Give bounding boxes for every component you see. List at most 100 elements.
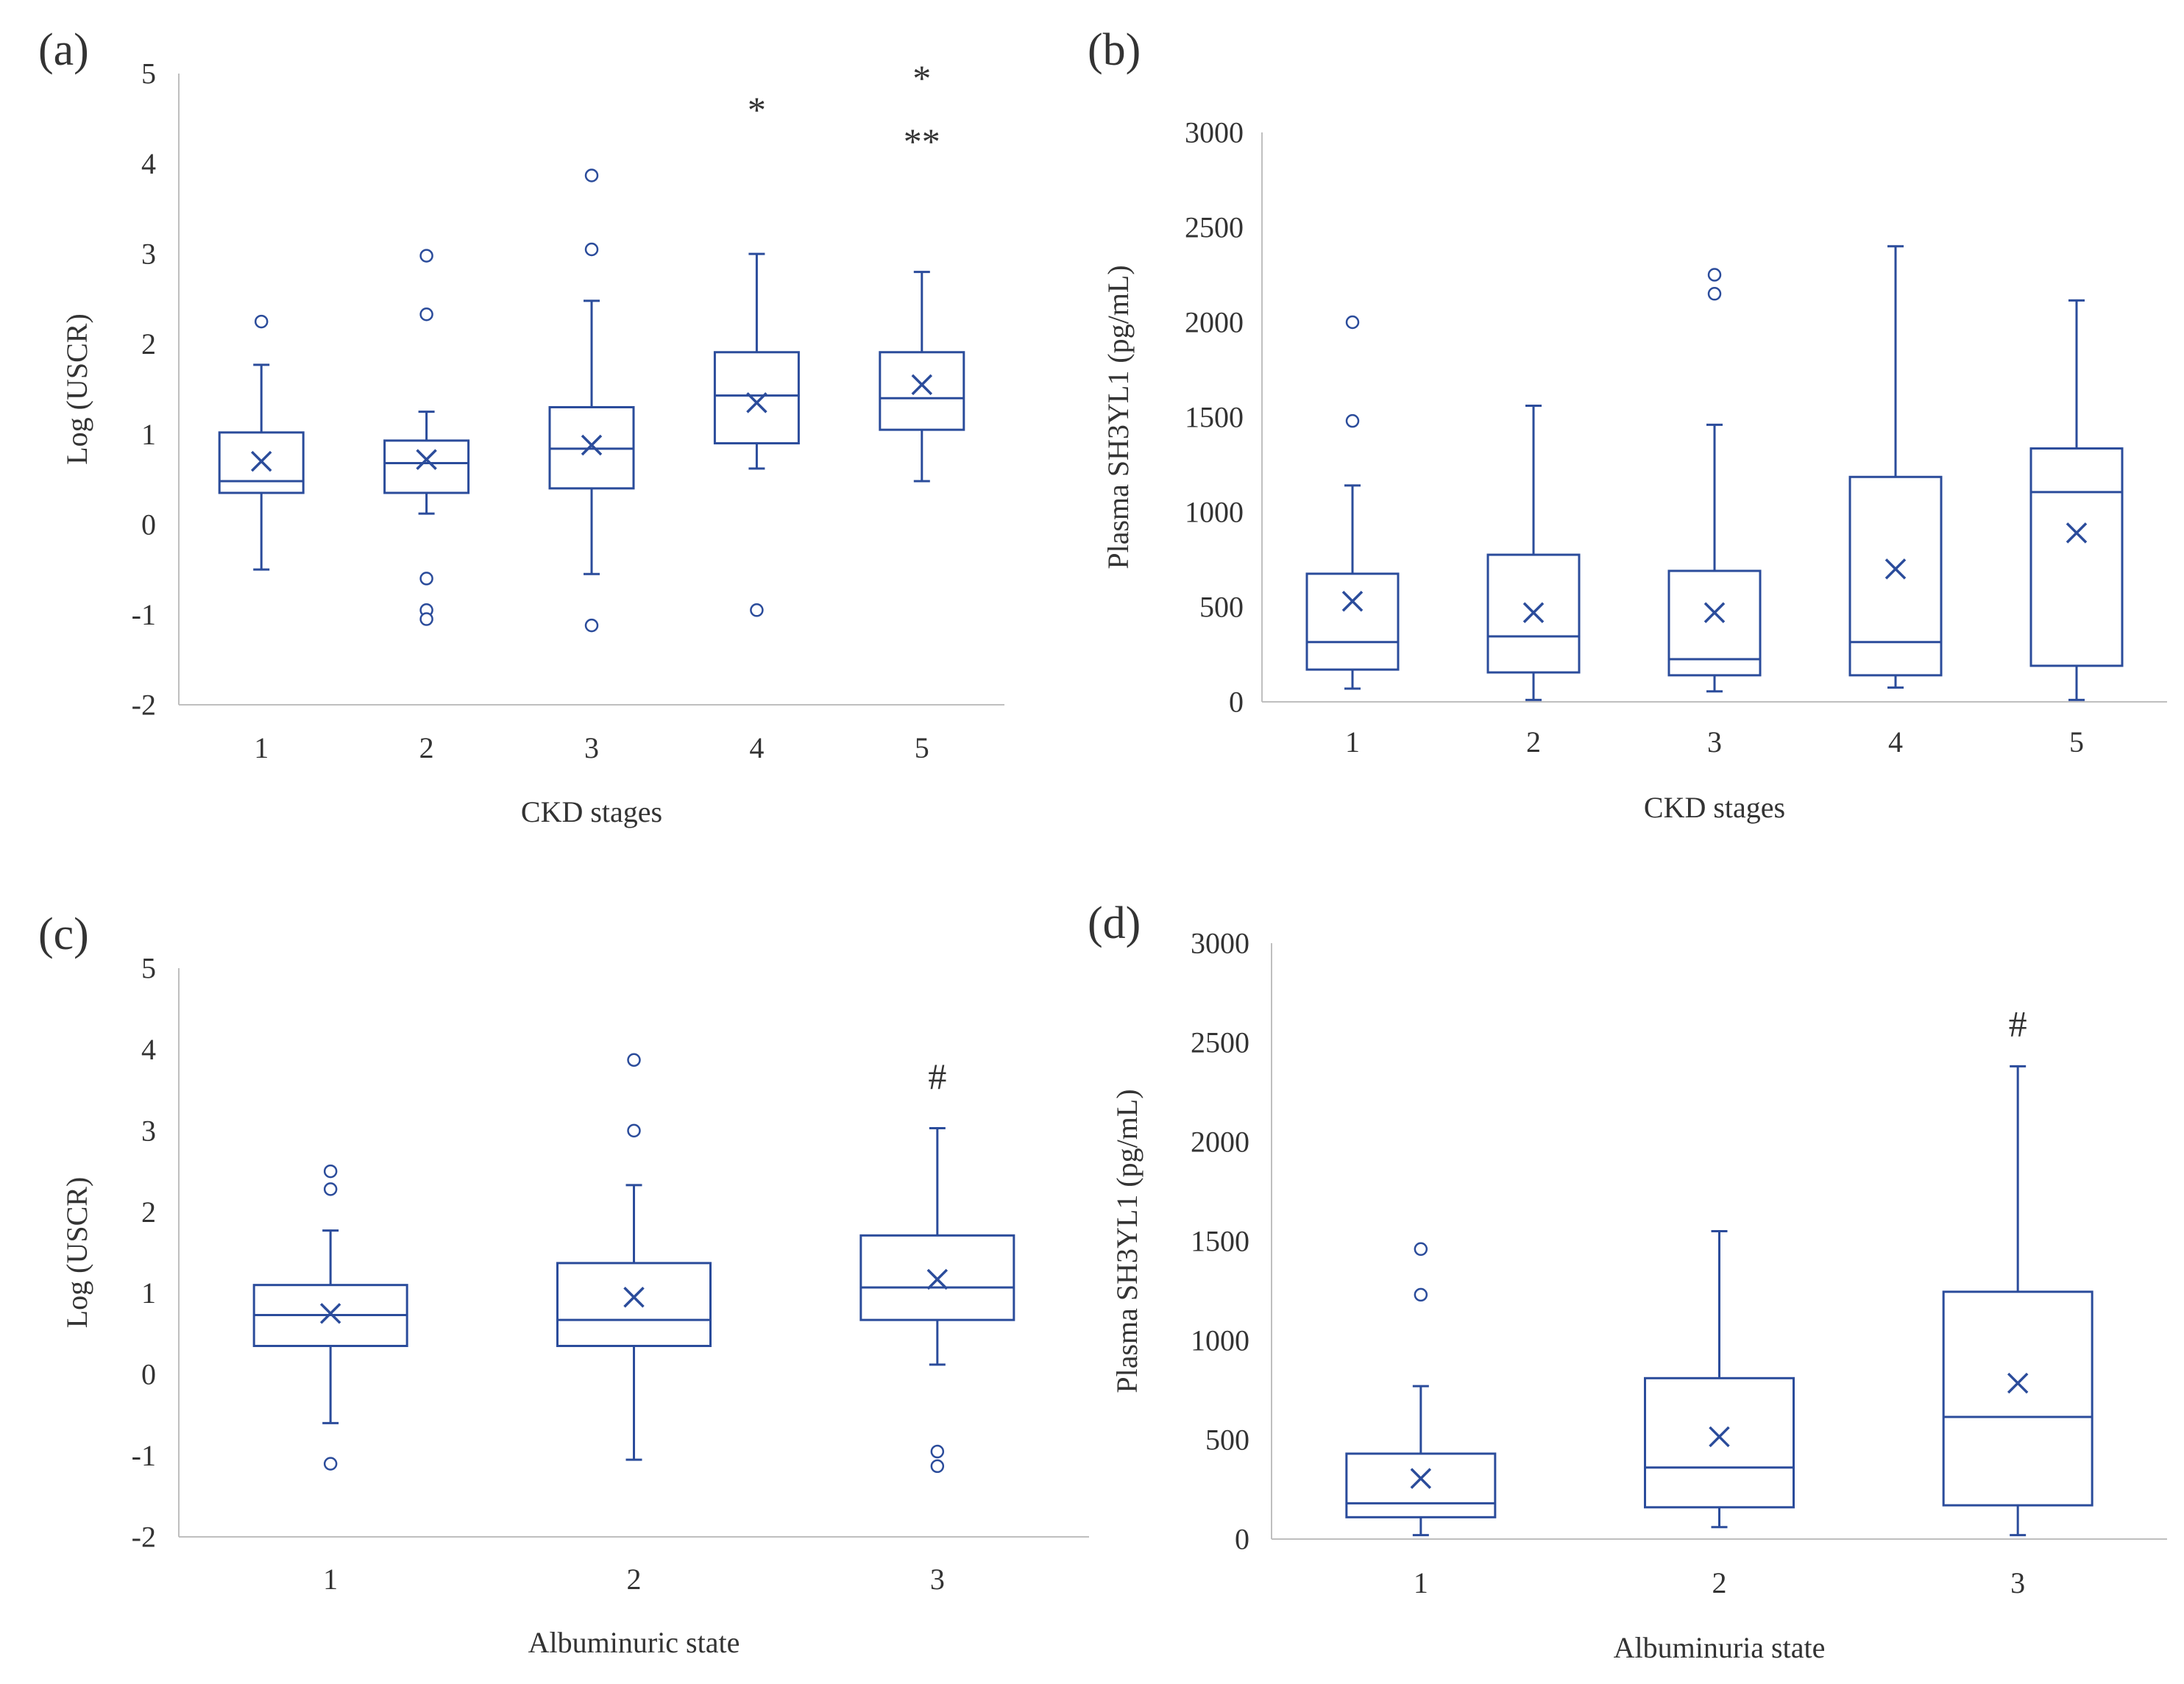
panel-d-box bbox=[1345, 1452, 1497, 1518]
panel-d-significance-mark: # bbox=[2009, 1003, 2027, 1044]
panel-c-y-tick-label: -1 bbox=[132, 1439, 156, 1472]
panel-c-mean-marker bbox=[623, 1287, 645, 1308]
panel-d-y-axis-title: Plasma SH3YL1 (pg/mL) bbox=[1110, 1089, 1144, 1393]
panel-d-mean-marker bbox=[1709, 1426, 1730, 1448]
panel-b-outlier bbox=[1345, 413, 1360, 428]
panel-c-y-tick-label: 2 bbox=[141, 1196, 156, 1229]
panel-a-mean-marker bbox=[416, 449, 437, 470]
panel-a-box bbox=[713, 351, 800, 445]
panel-c-x-tick-label: 3 bbox=[930, 1563, 945, 1596]
panel-a-mean-marker bbox=[581, 434, 603, 456]
panel-d-outlier bbox=[1414, 1242, 1428, 1257]
panel-c-outlier bbox=[627, 1053, 641, 1067]
panel-b-y-tick-label: 2500 bbox=[1185, 211, 1244, 244]
panel-a-y-axis-title: Log (USCR) bbox=[60, 313, 93, 465]
panel-b-mean-marker bbox=[1341, 591, 1364, 612]
panel-a-x-tick-label: 1 bbox=[254, 731, 269, 764]
panel-c-outlier bbox=[930, 1444, 945, 1459]
panel-a-y-tick-label: 5 bbox=[141, 57, 156, 90]
panel-d-y-tick-label: 1500 bbox=[1191, 1225, 1249, 1258]
panel-b-x-axis-title: CKD stages bbox=[1644, 791, 1785, 824]
panel-d-y-tick-label: 0 bbox=[1235, 1523, 1249, 1556]
panel-b-y-axis-title: Plasma SH3YL1 (pg/mL) bbox=[1102, 265, 1135, 569]
panel-c-mean-marker bbox=[926, 1268, 949, 1290]
panel-b-outlier bbox=[1345, 315, 1360, 330]
panel-a-x-axis-title: CKD stages bbox=[521, 795, 662, 828]
panel-b-box bbox=[2029, 447, 2124, 667]
panel-a-outlier bbox=[419, 572, 433, 586]
panel-c-y-tick-label: 3 bbox=[141, 1114, 156, 1147]
panel-b-x-tick-label: 2 bbox=[1526, 725, 1541, 758]
panel-a-box bbox=[383, 439, 470, 494]
panel-b-outlier bbox=[1707, 268, 1722, 282]
panel-a-y-tick-label: 3 bbox=[141, 238, 156, 271]
panel-a-y-tick-label: 1 bbox=[141, 418, 156, 451]
panel-c-outlier bbox=[627, 1123, 641, 1138]
panel-a-box bbox=[879, 351, 965, 431]
panel-d-y-tick-label: 1000 bbox=[1191, 1324, 1249, 1357]
panel-d-x-tick-label: 3 bbox=[2010, 1566, 2025, 1599]
panel-d-box bbox=[1644, 1376, 1795, 1509]
panel-d-mean-marker bbox=[2007, 1372, 2029, 1394]
panel-d-y-tick-label: 2000 bbox=[1191, 1126, 1249, 1159]
panel-b-x-tick-label: 1 bbox=[1345, 725, 1360, 758]
panel-b-label: (b) bbox=[1088, 25, 1141, 75]
panel-a-significance-mark: ** bbox=[904, 121, 940, 162]
panel-a-significance-mark: * bbox=[912, 57, 931, 99]
panel-b-y-tick-label: 1500 bbox=[1185, 401, 1244, 434]
panel-a-outlier bbox=[419, 612, 433, 626]
panel-c-y-tick-label: 1 bbox=[141, 1276, 156, 1310]
panel-a-mean-marker bbox=[250, 450, 272, 472]
panel-a-x-tick-label: 4 bbox=[749, 731, 764, 764]
panel-b-x-tick-label: 3 bbox=[1707, 725, 1722, 758]
panel-c-y-tick-label: 0 bbox=[141, 1358, 156, 1391]
panel-c-y-axis-title: Log (USCR) bbox=[60, 1177, 93, 1329]
panel-c-x-tick-label: 1 bbox=[323, 1563, 338, 1596]
panel-d-x-axis-title: Albuminuria state bbox=[1614, 1631, 1826, 1664]
panel-a-outlier bbox=[584, 618, 599, 633]
panel-d-x-tick-label: 2 bbox=[1712, 1566, 1727, 1599]
panel-a-box bbox=[218, 431, 305, 494]
panel-c-box bbox=[556, 1262, 712, 1347]
panel-d-outlier bbox=[1414, 1287, 1428, 1302]
panel-b-x-tick-label: 4 bbox=[1888, 725, 1903, 758]
panel-d-y-tick-label: 2500 bbox=[1191, 1026, 1249, 1059]
panel-a-significance-mark: * bbox=[748, 89, 766, 130]
panel-b-mean-marker bbox=[2066, 522, 2088, 544]
panel-a-y-tick-label: -1 bbox=[132, 598, 156, 631]
panel-b-box bbox=[1667, 569, 1762, 677]
panel-c-significance-mark: # bbox=[928, 1056, 946, 1097]
panel-a-outlier bbox=[419, 308, 433, 321]
panel-b-mean-marker bbox=[1885, 558, 1907, 580]
panel-c-outlier bbox=[323, 1164, 338, 1179]
panel-b-y-tick-label: 500 bbox=[1199, 591, 1244, 624]
panel-a-label: (a) bbox=[38, 25, 89, 75]
panel-c-mean-marker bbox=[319, 1303, 341, 1324]
panel-b-mean-marker bbox=[1703, 602, 1726, 623]
panel-b-x-tick-label: 5 bbox=[2069, 725, 2084, 758]
panel-a-outlier bbox=[584, 168, 599, 182]
panel-a-outlier bbox=[254, 314, 269, 329]
panel-b-y-tick-label: 2000 bbox=[1185, 306, 1244, 339]
panel-a-outlier bbox=[419, 249, 433, 263]
panel-c-x-tick-label: 2 bbox=[627, 1563, 642, 1596]
panel-c-outlier bbox=[930, 1459, 945, 1474]
panel-b-y-tick-label: 3000 bbox=[1185, 116, 1244, 149]
panel-a-y-tick-label: 2 bbox=[141, 327, 156, 360]
panel-a-outlier bbox=[584, 242, 599, 257]
panel-a-mean-marker bbox=[911, 374, 933, 396]
panel-c-label: (c) bbox=[38, 909, 89, 959]
panel-d-x-tick-label: 1 bbox=[1414, 1566, 1428, 1599]
panel-b-mean-marker bbox=[1522, 602, 1545, 623]
panel-c-outlier bbox=[323, 1182, 338, 1196]
panel-d-y-tick-label: 500 bbox=[1205, 1424, 1249, 1457]
panel-a-y-tick-label: 0 bbox=[141, 508, 156, 541]
panel-b-box bbox=[1848, 475, 1943, 677]
panel-c-y-tick-label: -2 bbox=[132, 1521, 156, 1554]
panel-b-y-tick-label: 1000 bbox=[1185, 496, 1244, 529]
panel-c-x-axis-title: Albuminuric state bbox=[528, 1626, 740, 1659]
panel-b-y-tick-label: 0 bbox=[1229, 686, 1244, 719]
panel-a-x-tick-label: 2 bbox=[419, 731, 434, 764]
panel-c-y-tick-label: 5 bbox=[141, 952, 156, 985]
